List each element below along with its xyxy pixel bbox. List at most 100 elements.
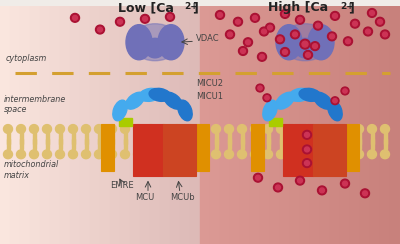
- Ellipse shape: [354, 150, 364, 159]
- Ellipse shape: [56, 150, 64, 159]
- Ellipse shape: [212, 150, 220, 159]
- Circle shape: [258, 86, 262, 90]
- Circle shape: [280, 10, 290, 18]
- Bar: [162, 139, 166, 149]
- Ellipse shape: [328, 125, 338, 133]
- Circle shape: [302, 145, 312, 154]
- Bar: [32, 129, 36, 144]
- Bar: [50, 6, 60, 244]
- Circle shape: [250, 13, 260, 22]
- Bar: [370, 6, 380, 244]
- Text: ]: ]: [348, 1, 354, 14]
- Ellipse shape: [108, 125, 116, 133]
- Circle shape: [256, 175, 260, 180]
- Ellipse shape: [290, 150, 298, 159]
- Circle shape: [234, 17, 242, 26]
- Bar: [188, 139, 192, 149]
- Bar: [130, 6, 140, 244]
- Ellipse shape: [160, 125, 168, 133]
- Ellipse shape: [139, 88, 161, 101]
- Ellipse shape: [82, 150, 90, 159]
- Ellipse shape: [342, 150, 350, 159]
- Circle shape: [96, 25, 104, 34]
- Circle shape: [330, 34, 334, 39]
- Bar: [228, 139, 230, 149]
- Circle shape: [380, 30, 390, 39]
- Ellipse shape: [328, 150, 338, 159]
- Circle shape: [362, 191, 368, 196]
- Ellipse shape: [16, 150, 26, 159]
- Ellipse shape: [264, 125, 272, 133]
- Bar: [72, 139, 74, 149]
- Bar: [72, 129, 74, 144]
- Ellipse shape: [146, 150, 156, 159]
- Bar: [176, 139, 178, 149]
- Circle shape: [340, 179, 350, 188]
- Ellipse shape: [68, 150, 78, 159]
- Circle shape: [260, 54, 264, 59]
- Bar: [240, 139, 244, 149]
- Bar: [20, 139, 22, 149]
- Bar: [250, 6, 260, 244]
- Bar: [20, 6, 30, 244]
- Circle shape: [265, 96, 269, 100]
- Bar: [390, 6, 400, 244]
- Circle shape: [218, 12, 222, 17]
- Bar: [344, 139, 348, 149]
- Circle shape: [312, 44, 318, 49]
- Bar: [119, 118, 132, 126]
- Circle shape: [282, 50, 288, 54]
- Ellipse shape: [263, 100, 277, 121]
- Bar: [350, 6, 360, 244]
- Circle shape: [252, 15, 258, 20]
- Text: MCU: MCU: [135, 193, 154, 202]
- Bar: [120, 6, 130, 244]
- Circle shape: [376, 17, 384, 26]
- Bar: [200, 6, 210, 244]
- Text: 2+: 2+: [184, 2, 198, 11]
- Bar: [306, 129, 308, 144]
- Circle shape: [98, 27, 102, 32]
- Circle shape: [328, 32, 336, 41]
- Circle shape: [298, 17, 302, 22]
- Ellipse shape: [276, 150, 286, 159]
- Text: MCUb: MCUb: [170, 193, 195, 202]
- Bar: [190, 6, 200, 244]
- Circle shape: [72, 15, 78, 20]
- Circle shape: [296, 15, 304, 24]
- Ellipse shape: [316, 125, 324, 133]
- Ellipse shape: [276, 25, 302, 60]
- Circle shape: [382, 32, 388, 37]
- Circle shape: [306, 52, 310, 57]
- Circle shape: [302, 131, 312, 139]
- Bar: [358, 139, 360, 149]
- Bar: [318, 139, 322, 149]
- Bar: [136, 129, 140, 144]
- Circle shape: [300, 39, 310, 49]
- Ellipse shape: [295, 38, 315, 58]
- Circle shape: [318, 186, 326, 195]
- Circle shape: [166, 12, 174, 21]
- Circle shape: [168, 14, 172, 19]
- Circle shape: [118, 19, 122, 24]
- Ellipse shape: [280, 24, 330, 61]
- Ellipse shape: [94, 125, 104, 133]
- Bar: [84, 129, 88, 144]
- Bar: [98, 139, 100, 149]
- Ellipse shape: [4, 125, 12, 133]
- Ellipse shape: [172, 125, 182, 133]
- Circle shape: [292, 32, 298, 37]
- Ellipse shape: [368, 125, 376, 133]
- Bar: [370, 139, 374, 149]
- Ellipse shape: [120, 125, 130, 133]
- Ellipse shape: [186, 125, 194, 133]
- Circle shape: [343, 89, 347, 93]
- Bar: [254, 139, 256, 149]
- Circle shape: [280, 48, 290, 56]
- Bar: [270, 6, 280, 244]
- Ellipse shape: [145, 38, 165, 58]
- Bar: [60, 6, 70, 244]
- Ellipse shape: [42, 150, 52, 159]
- Ellipse shape: [186, 150, 194, 159]
- Bar: [380, 6, 390, 244]
